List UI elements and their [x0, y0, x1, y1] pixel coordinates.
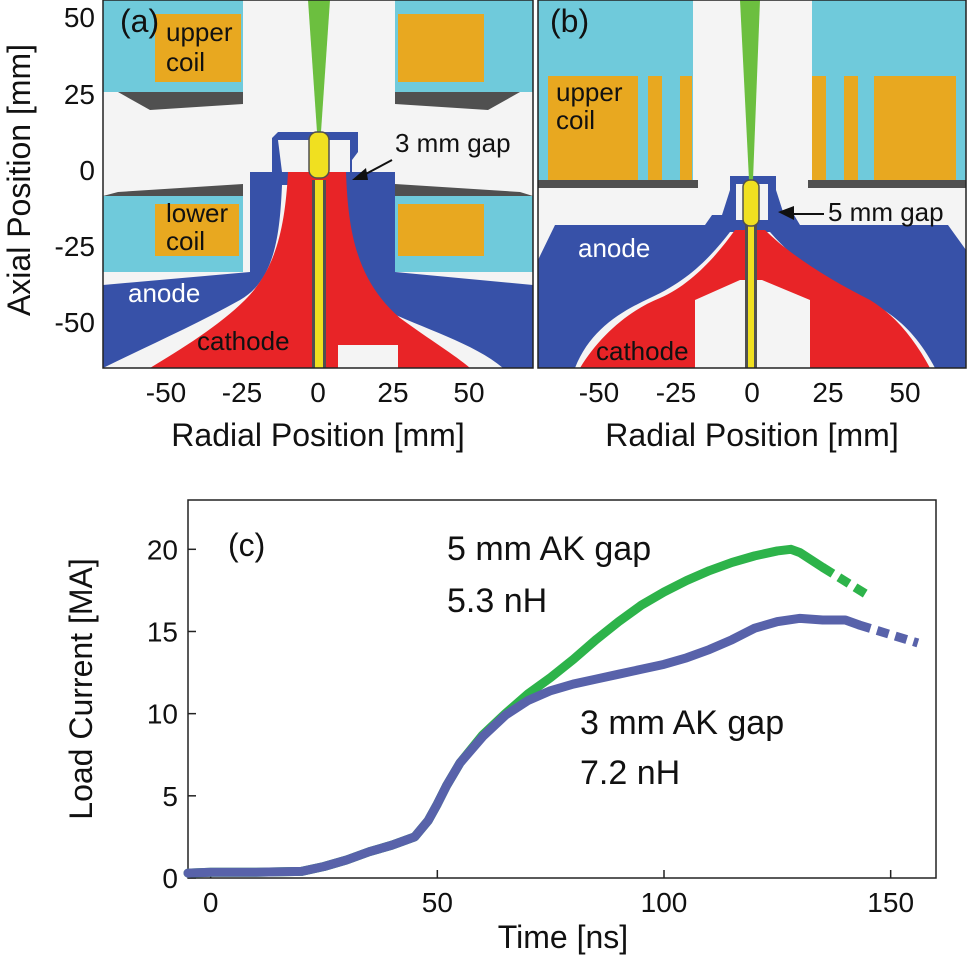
panel-b-x-ticks: -50 -25 0 25 50 [579, 377, 921, 408]
panel-b-plate-left [538, 180, 698, 188]
panel-b: (b) upper coil anode cathode 5 mm gap -5… [537, 0, 967, 453]
y-tick-label: 0 [162, 863, 178, 894]
panel-b-xtick: -25 [656, 377, 696, 408]
panel-a-ytick: 0 [79, 155, 95, 186]
panel-a-gap-label: 3 mm gap [395, 128, 511, 158]
panel-b-coil-winding-left-3 [680, 76, 692, 180]
series-line-blue [183, 613, 864, 878]
panel-b-frame [537, 0, 967, 369]
blue-series-inductance: 7.2 nH [580, 754, 680, 792]
panel-b-upper-coil-label-1: upper [556, 77, 623, 107]
green-series-label: 5 mm AK gap [447, 530, 651, 568]
panel-b-xtick: 0 [744, 377, 760, 408]
panel-a-lower-coil-winding-left [155, 204, 239, 256]
panel-b-post-core [748, 224, 754, 368]
panel-b-upper-coil-label-2: coil [556, 105, 595, 135]
y-tick-label: 20 [147, 534, 178, 565]
x-tick-label: 100 [641, 887, 688, 918]
panel-a-upper-plate-right [395, 92, 520, 110]
panel-b-x-axis-title: Radial Position [mm] [605, 417, 898, 453]
panel-c-series [183, 544, 920, 878]
panel-a-cathode [150, 172, 470, 368]
series-dashed-tail-green [820, 563, 871, 600]
panel-a-xtick: 0 [310, 377, 326, 408]
panel-a-x-axis-title: Radial Position [mm] [171, 417, 464, 453]
panel-b-coil-winding-right-2 [844, 76, 858, 180]
panel-a-xtick: -50 [146, 377, 186, 408]
panel-a-target [308, 131, 330, 179]
panel-a-anode-label: anode [128, 278, 200, 308]
panel-a-ytick: -50 [55, 307, 95, 338]
panel-b-coil-winding-left-2 [648, 76, 662, 180]
panel-b-cathode [580, 230, 930, 368]
panel-a-lower-plate-left [103, 184, 243, 196]
panel-a-anode [103, 132, 533, 368]
panel-a-frame [102, 0, 534, 369]
panel-c-x-axis-title: Time [ns] [498, 919, 628, 955]
panel-a-upper-coil-label-2: coil [166, 47, 205, 77]
series-dashed-tail-blue [857, 620, 920, 648]
panel-a-xtick: 25 [377, 377, 408, 408]
panel-a-label: (a) [120, 3, 159, 39]
blue-series-label: 3 mm AK gap [580, 704, 784, 742]
x-tick-label: 50 [422, 887, 453, 918]
panel-a-y-axis-title: Axial Position [mm] [1, 44, 37, 316]
panel-a-upper-coil-winding-right [398, 14, 484, 82]
green-series-inductance: 5.3 nH [447, 582, 547, 620]
y-tick-label: 10 [147, 699, 178, 730]
panel-b-xtick: -50 [579, 377, 619, 408]
panel-a-ytick: 25 [64, 79, 95, 110]
panel-c-label: (c) [228, 527, 265, 563]
panel-b-coil-winding-right-1 [812, 76, 826, 180]
panel-a-xtick: -25 [222, 377, 262, 408]
panel-a-lower-coil-label-2: coil [166, 226, 205, 256]
panel-b-gap-label: 5 mm gap [828, 197, 944, 227]
panel-a: (a) upper coil lower coil anode cathode … [1, 0, 534, 453]
y-tick-label: 5 [162, 781, 178, 812]
panel-a-ytick: 50 [64, 2, 95, 33]
panel-a-upper-coil-label-1: upper [166, 17, 233, 47]
panel-a-x-ticks: -50 -25 0 25 50 [146, 377, 485, 408]
x-tick-label: 0 [203, 887, 219, 918]
panel-a-ytick: -25 [55, 231, 95, 262]
panel-b-xtick: 50 [889, 377, 920, 408]
panel-c-chart: (c) 0 50 100 150 0 5 10 15 20 Time [ns] Load Cur… [63, 499, 937, 955]
panel-a-laser-beam [308, 0, 330, 132]
panel-b-gap-arrowhead [778, 206, 794, 220]
panel-a-lower-coil-label-1: lower [166, 198, 228, 228]
panel-a-gap-arrow [361, 159, 393, 177]
panel-a-post-core [315, 180, 323, 368]
panel-a-cathode-notch [338, 345, 398, 368]
panel-b-target [742, 179, 760, 227]
panel-c-y-axis-title: Load Current [MA] [63, 558, 99, 819]
panel-c-ticks: 0 50 100 150 0 5 10 15 20 [147, 534, 914, 918]
panel-b-anode-label: anode [578, 233, 650, 263]
panel-a-xtick: 50 [453, 377, 484, 408]
panel-a-gap-arrowhead [352, 168, 368, 180]
panel-a-cathode-label: cathode [197, 326, 290, 356]
panel-b-laser-beam [740, 0, 760, 180]
panel-a-upper-plate-left [118, 92, 243, 110]
x-tick-label: 150 [867, 887, 914, 918]
y-tick-label: 15 [147, 616, 178, 647]
panel-b-coil-winding-left [548, 76, 638, 180]
panel-b-cathode-label: cathode [596, 336, 689, 366]
panel-b-label: (b) [550, 3, 589, 39]
panel-b-xtick: 25 [812, 377, 843, 408]
panel-b-coil-winding-right-3 [874, 76, 956, 180]
panel-b-plate-right [808, 180, 966, 188]
panel-a-lower-plate-right [395, 184, 533, 196]
panel-a-lower-coil-winding-right [398, 204, 484, 256]
panel-a-upper-coil-winding-left [155, 14, 241, 82]
panel-a-y-ticks: 50 25 0 -25 -50 [55, 2, 95, 338]
